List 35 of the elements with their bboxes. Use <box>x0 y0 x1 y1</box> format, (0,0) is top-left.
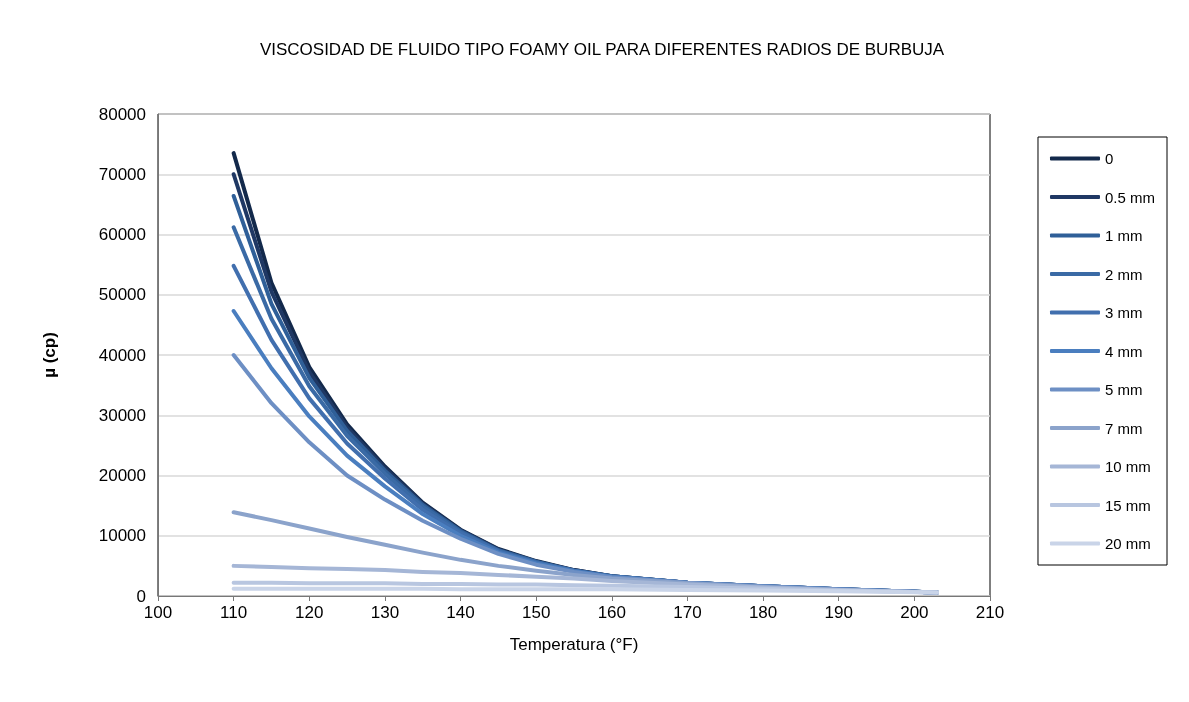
y-tick-label: 40000 <box>98 345 146 365</box>
x-tick-label: 110 <box>220 603 248 622</box>
legend-label: 3 mm <box>1104 304 1143 321</box>
legend-label: 20 mm <box>1104 535 1151 552</box>
x-tick-label: 140 <box>446 603 475 622</box>
y-tick-label: 80000 <box>98 104 146 124</box>
legend-label: 5 mm <box>1104 381 1143 398</box>
x-tick-label: 150 <box>521 603 551 622</box>
y-tick-label: 50000 <box>98 285 146 305</box>
x-tick-label: 170 <box>673 603 702 622</box>
y-tick-label: 30000 <box>98 405 146 425</box>
legend-label: 2 mm <box>1104 265 1143 283</box>
x-tick-label: 190 <box>824 603 853 622</box>
x-tick-label: 100 <box>143 603 173 622</box>
legend-label: 10 mm <box>1104 458 1151 475</box>
legend-label: 4 mm <box>1104 342 1143 360</box>
x-tick-label: 200 <box>900 603 929 622</box>
x-tick-label: 180 <box>748 603 778 622</box>
legend-label: 15 mm <box>1104 496 1151 514</box>
x-tick-label: 120 <box>295 603 324 622</box>
x-tick-label: 130 <box>370 603 400 622</box>
legend-label: 1 mm <box>1104 227 1143 244</box>
legend-label: 0 <box>1104 150 1114 167</box>
x-tick-label: 160 <box>597 603 627 622</box>
y-tick-label: 20000 <box>98 466 146 485</box>
legend-label: 7 mm <box>1104 419 1143 437</box>
y-axis-title: µ (cp) <box>40 332 59 378</box>
y-tick-label: 70000 <box>98 164 146 184</box>
y-tick-label: 0 <box>136 586 146 606</box>
chart-title: VISCOSIDAD DE FLUIDO TIPO FOAMY OIL PARA DIFERENTES RADIOS DE BURBUJA <box>259 40 945 59</box>
x-tick-label: 210 <box>975 603 1005 622</box>
y-tick-label: 60000 <box>98 225 146 244</box>
y-tick-label: 10000 <box>98 526 146 546</box>
x-axis-title: Temperatura (°F) <box>509 635 639 654</box>
legend-label: 0.5 mm <box>1104 188 1156 206</box>
